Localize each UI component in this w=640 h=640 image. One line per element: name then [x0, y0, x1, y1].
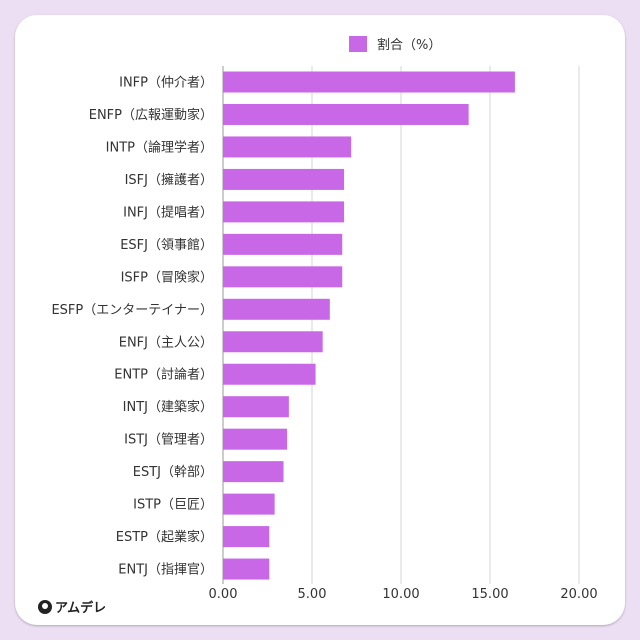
- category-label: ESFP（エンターテイナー）: [51, 303, 213, 318]
- bar: [223, 396, 289, 418]
- category-label: ISTJ（管理者）: [124, 433, 213, 448]
- x-tick-label: 5.00: [298, 587, 327, 602]
- category-label: INFP（仲介者）: [119, 76, 213, 91]
- x-tick-label: 0.00: [209, 587, 238, 602]
- category-label: ENFJ（主人公）: [119, 335, 213, 350]
- bar: [223, 168, 345, 190]
- category-label: INTP（論理学者）: [106, 139, 213, 155]
- bar: [223, 428, 288, 450]
- bar: [223, 461, 284, 483]
- legend: 割合（%）: [349, 34, 441, 53]
- category-label: ENTP（討論者）: [114, 367, 213, 383]
- category-label: ISTP（巨匠）: [133, 498, 213, 513]
- bar: [223, 331, 323, 353]
- bar: [223, 363, 316, 385]
- legend-swatch: [349, 35, 367, 52]
- category-label: ISFJ（擁護者）: [125, 172, 213, 188]
- brand-logo: アムデレ: [38, 597, 106, 616]
- category-label: ENTJ（指揮官）: [118, 562, 213, 578]
- x-tick-label: 20.00: [560, 587, 597, 602]
- bar: [223, 266, 343, 288]
- brand-icon: [38, 599, 52, 614]
- category-label: ESTJ（幹部）: [133, 464, 213, 480]
- category-label: ESFJ（領事館）: [120, 237, 213, 253]
- bar: [223, 493, 275, 515]
- bar: [223, 103, 469, 125]
- category-label: INTJ（建築家）: [123, 399, 213, 415]
- bar: [223, 233, 343, 255]
- bar: [223, 298, 330, 320]
- brand-name: アムデレ: [55, 601, 107, 616]
- legend-label: 割合（%）: [377, 38, 442, 53]
- bar: [223, 71, 515, 93]
- category-label: ENFP（広報運動家）: [89, 107, 213, 123]
- bar: [223, 526, 270, 548]
- category-label: INFJ（提唱者）: [123, 204, 213, 220]
- bar: [223, 558, 270, 580]
- x-tick-label: 15.00: [471, 587, 508, 602]
- bar: [223, 201, 345, 223]
- category-label: ISFP（冒険家）: [121, 269, 213, 285]
- x-tick-label: 10.00: [382, 587, 419, 602]
- category-label: ESTP（起業家）: [116, 529, 213, 545]
- bar: [223, 136, 352, 158]
